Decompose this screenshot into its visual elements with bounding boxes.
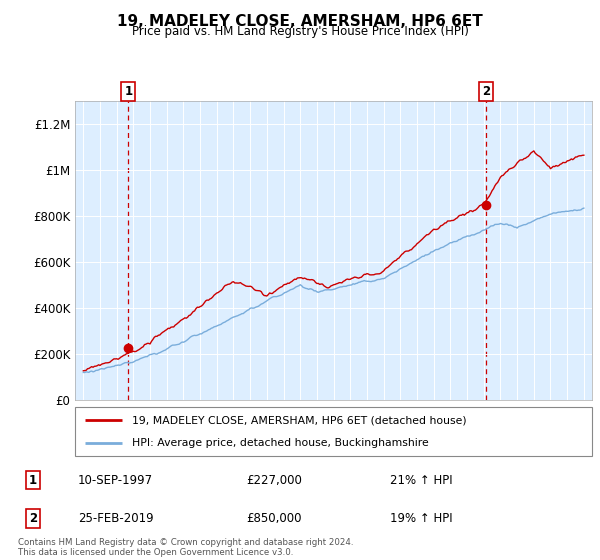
FancyBboxPatch shape xyxy=(75,407,592,456)
Text: 1: 1 xyxy=(29,474,37,487)
Text: 10-SEP-1997: 10-SEP-1997 xyxy=(78,474,153,487)
Text: 19, MADELEY CLOSE, AMERSHAM, HP6 6ET (detached house): 19, MADELEY CLOSE, AMERSHAM, HP6 6ET (de… xyxy=(132,416,467,426)
Text: Price paid vs. HM Land Registry's House Price Index (HPI): Price paid vs. HM Land Registry's House … xyxy=(131,25,469,38)
Text: 2: 2 xyxy=(29,512,37,525)
Text: £227,000: £227,000 xyxy=(246,474,302,487)
Text: 1: 1 xyxy=(124,85,133,98)
Text: 19% ↑ HPI: 19% ↑ HPI xyxy=(390,512,452,525)
Text: 25-FEB-2019: 25-FEB-2019 xyxy=(78,512,154,525)
Text: HPI: Average price, detached house, Buckinghamshire: HPI: Average price, detached house, Buck… xyxy=(132,438,428,448)
Text: 21% ↑ HPI: 21% ↑ HPI xyxy=(390,474,452,487)
Text: 2: 2 xyxy=(482,85,490,98)
Text: £850,000: £850,000 xyxy=(246,512,302,525)
Text: 19, MADELEY CLOSE, AMERSHAM, HP6 6ET: 19, MADELEY CLOSE, AMERSHAM, HP6 6ET xyxy=(117,14,483,29)
Text: Contains HM Land Registry data © Crown copyright and database right 2024.
This d: Contains HM Land Registry data © Crown c… xyxy=(18,538,353,557)
